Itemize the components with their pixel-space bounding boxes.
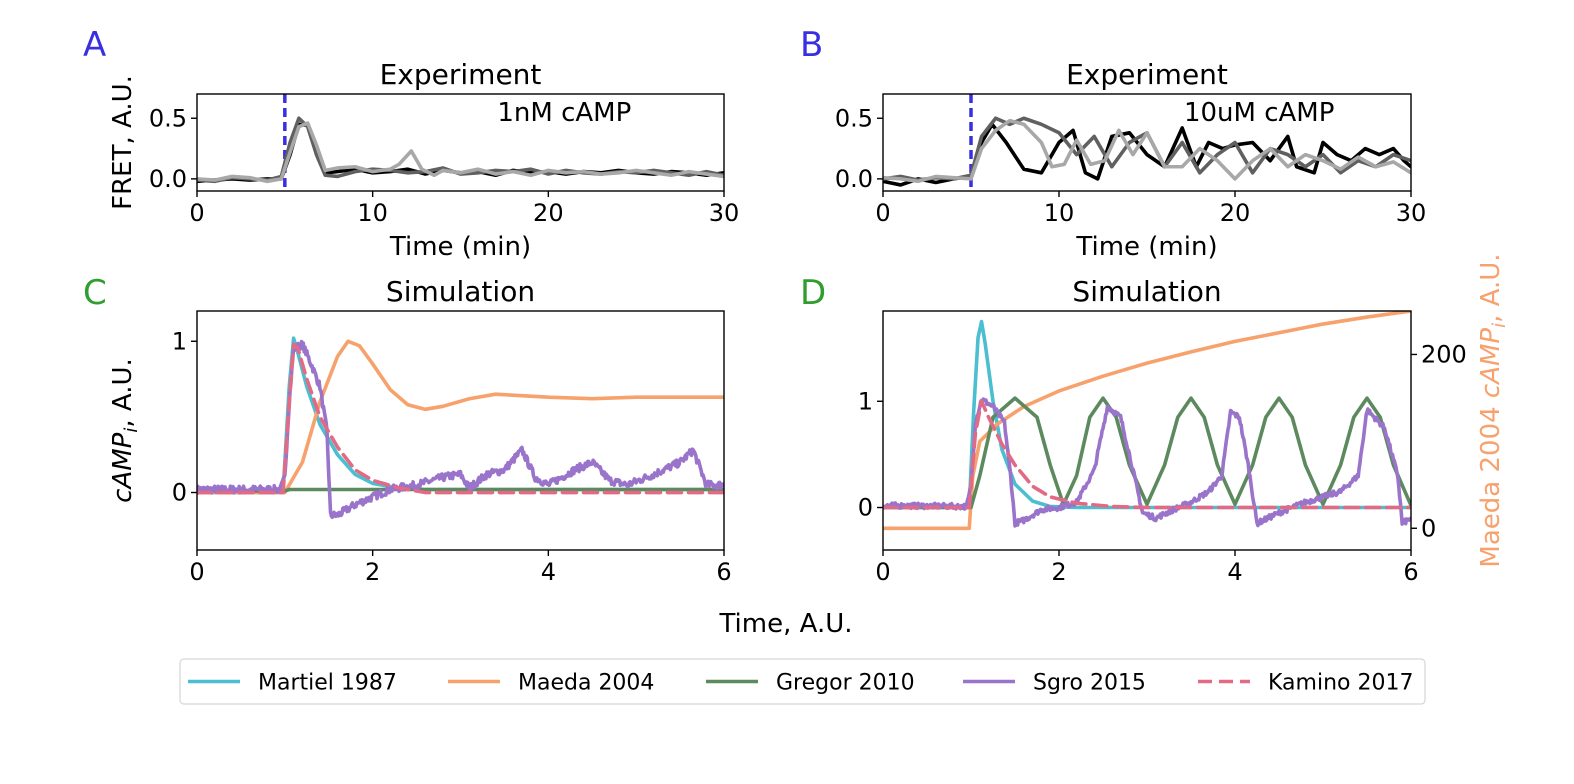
x-tick-label: 6: [716, 558, 731, 586]
x-tick-label: 2: [1051, 558, 1066, 586]
legend: Martiel 1987 Maeda 2004 Gregor 2010 Sgro 20…: [179, 658, 1426, 705]
x-tick-label: 4: [541, 558, 556, 586]
y2-label-suffix: , A.U.: [1476, 253, 1506, 322]
legend-label-martiel-1987: Martiel 1987: [258, 671, 397, 696]
panel-title: Simulation: [386, 275, 535, 308]
series-maeda-2004: [883, 311, 1411, 531]
x-tick-label: 4: [1227, 558, 1242, 586]
plot-area: [883, 94, 1411, 191]
y-label-main: cAMP: [108, 432, 138, 503]
y-tick-label: 0: [858, 494, 873, 522]
x-tick-label: 30: [1396, 199, 1427, 227]
y2-label-main: cAMP: [1476, 328, 1506, 399]
x-tick-label: 0: [875, 199, 890, 227]
x-tick-label: 6: [1403, 558, 1418, 586]
panel-letter-d: D: [800, 273, 826, 313]
plot-area: [197, 94, 724, 191]
y-axis-label: cAMPi, A.U.: [108, 358, 142, 503]
y-tick-label: 0: [172, 479, 187, 507]
y-tick-label: 1: [172, 327, 187, 355]
y-tick-label: 0.0: [835, 165, 873, 193]
trace-3: [883, 118, 1411, 184]
panel-b: B Experiment 0 10 20 30 0.0 0.5 Time (min) 10uM c…: [800, 25, 1426, 262]
y2-label-subscript: i: [1489, 323, 1510, 328]
x-tick-label: 10: [1044, 199, 1075, 227]
trace-3: [197, 121, 724, 184]
legend-box: [179, 658, 1426, 705]
series-sgro-2015: [197, 339, 724, 520]
legend-label-gregor-2010: Gregor 2010: [776, 671, 915, 696]
y2-tick-label: 200: [1421, 340, 1467, 368]
legend-label-maeda-2004: Maeda 2004: [518, 671, 654, 696]
panel-a: A Experiment 0 10 20 30 0.0 0.5 Time (min) FRET, …: [83, 25, 739, 262]
x-tick-label: 10: [357, 199, 388, 227]
panel-title: Experiment: [380, 58, 542, 91]
x-tick-label: 20: [533, 199, 564, 227]
annotation: 1nM cAMP: [497, 98, 631, 128]
panel-title: Experiment: [1066, 58, 1228, 91]
y2-axis-label: Maeda 2004 cAMPi, A.U.: [1476, 253, 1510, 567]
y-tick-label: 0.5: [149, 104, 187, 132]
x-tick-label: 0: [189, 558, 204, 586]
legend-label-kamino-2017: Kamino 2017: [1268, 671, 1413, 696]
x-tick-label: 30: [709, 199, 740, 227]
panel-c: C Simulation 0 2 4 6 0 1 cAMPi, A.U.: [83, 273, 732, 586]
x-tick-label: 2: [365, 558, 380, 586]
y-label-suffix: , A.U.: [108, 358, 138, 427]
x-axis-label: Time (min): [389, 232, 531, 262]
panel-letter-a: A: [83, 25, 106, 65]
panel-title: Simulation: [1072, 275, 1221, 308]
y-tick-label: 0.0: [149, 165, 187, 193]
y-tick-label: 1: [858, 387, 873, 415]
y-tick-label: 0.5: [835, 104, 873, 132]
panel-letter-c: C: [83, 273, 107, 313]
x-tick-label: 20: [1220, 199, 1251, 227]
axes-frame: [196, 93, 725, 192]
plot-area: [883, 311, 1411, 531]
plot-area: [197, 336, 724, 520]
x-tick-label: 0: [189, 199, 204, 227]
y-label-subscript: i: [121, 428, 142, 433]
shared-x-axis-label: Time, A.U.: [718, 609, 852, 639]
axes-frame: [882, 93, 1412, 192]
series-kamino-2017: [197, 342, 724, 495]
x-tick-label: 0: [875, 558, 890, 586]
y-axis-label: FRET, A.U.: [108, 75, 138, 210]
y2-label-prefix: Maeda 2004: [1476, 398, 1506, 568]
legend-label-sgro-2015: Sgro 2015: [1033, 671, 1146, 696]
axes-frame: [196, 310, 725, 551]
y2-tick-label: 0: [1421, 514, 1436, 542]
x-axis-label: Time (min): [1075, 232, 1217, 262]
annotation: 10uM cAMP: [1184, 98, 1334, 128]
series-kamino-2017: [883, 399, 1411, 510]
axes-frame: [882, 310, 1412, 551]
series-martiel-1987: [197, 336, 724, 495]
series-gregor-2010: [883, 396, 1411, 510]
panel-letter-b: B: [800, 25, 823, 65]
series-maeda-2004: [197, 339, 724, 495]
series-martiel-1987: [883, 319, 1411, 510]
